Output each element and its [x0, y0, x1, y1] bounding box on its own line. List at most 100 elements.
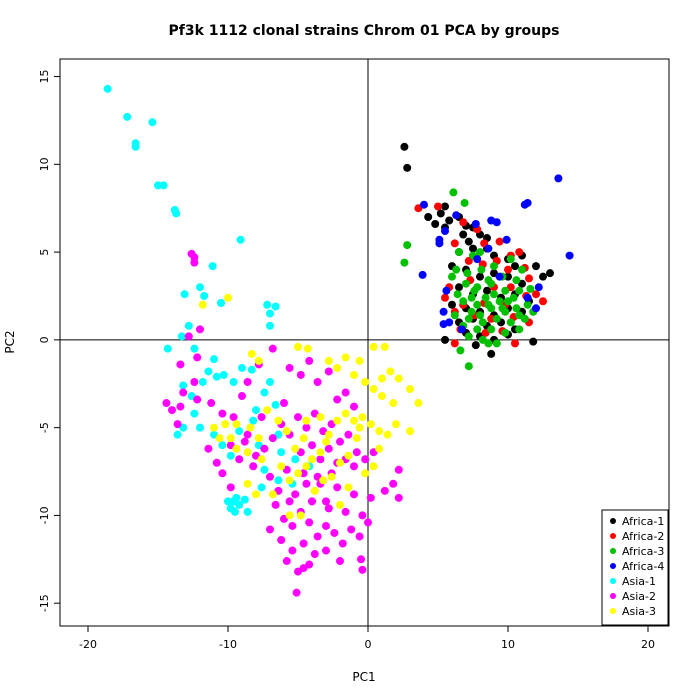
point-asia-2	[357, 555, 365, 564]
point-africa-4	[565, 251, 574, 260]
point-africa-1	[487, 349, 496, 358]
point-asia-2	[294, 413, 302, 422]
point-asia-2	[322, 497, 330, 506]
point-asia-3	[380, 342, 389, 351]
point-africa-3	[478, 318, 487, 327]
point-africa-3	[490, 290, 498, 299]
point-africa-4	[484, 244, 493, 253]
point-africa-1	[539, 272, 547, 281]
point-africa-1	[431, 220, 440, 229]
point-africa-3	[487, 279, 496, 288]
reference-lines	[60, 59, 669, 626]
point-asia-1	[236, 235, 245, 244]
point-asia-3	[333, 416, 342, 425]
point-asia-2	[260, 444, 269, 453]
point-asia-3	[243, 448, 252, 457]
point-africa-1	[448, 300, 456, 309]
point-africa-3	[484, 300, 493, 309]
point-asia-2	[333, 483, 342, 492]
point-africa-1	[511, 262, 519, 271]
point-asia-3	[308, 455, 316, 464]
point-asia-3	[263, 406, 272, 415]
point-asia-3	[352, 434, 361, 443]
point-asia-1	[229, 377, 238, 386]
point-asia-3	[285, 476, 294, 485]
point-asia-3	[243, 479, 252, 488]
point-asia-2	[350, 402, 358, 411]
point-africa-3	[460, 198, 469, 207]
point-africa-2	[515, 248, 524, 257]
point-africa-3	[506, 318, 515, 327]
point-asia-2	[302, 423, 311, 432]
point-africa-3	[506, 255, 515, 264]
legend-entry: Africa-3	[622, 545, 664, 558]
point-africa-2	[434, 202, 442, 211]
point-asia-2	[271, 500, 280, 509]
point-asia-1	[266, 309, 274, 318]
point-asia-2	[184, 332, 193, 341]
point-asia-2	[173, 420, 182, 429]
point-asia-1	[196, 423, 204, 432]
point-africa-3	[501, 286, 510, 295]
point-africa-2	[495, 237, 504, 246]
point-africa-4	[442, 286, 451, 295]
point-asia-2	[296, 370, 305, 379]
point-africa-1	[436, 209, 445, 218]
point-africa-3	[512, 276, 521, 285]
point-asia-3	[254, 434, 263, 443]
point-africa-1	[459, 230, 468, 239]
point-asia-3	[344, 483, 353, 492]
point-africa-1	[424, 212, 433, 221]
point-asia-2	[394, 493, 403, 502]
point-asia-1	[198, 377, 207, 386]
point-asia-3	[322, 437, 330, 446]
point-africa-3	[492, 314, 501, 323]
point-asia-1	[123, 112, 132, 121]
point-asia-2	[229, 413, 238, 422]
point-asia-3	[389, 399, 398, 408]
point-asia-1	[266, 321, 274, 330]
point-asia-3	[277, 462, 286, 471]
point-africa-3	[403, 241, 412, 250]
point-asia-3	[350, 370, 358, 379]
point-africa-2	[539, 297, 547, 306]
point-asia-3	[333, 363, 342, 372]
point-asia-1	[184, 321, 193, 330]
point-asia-2	[336, 557, 344, 566]
point-asia-3	[369, 385, 378, 394]
point-asia-2	[310, 550, 319, 559]
point-asia-2	[218, 469, 227, 478]
point-asia-3	[341, 353, 350, 362]
point-asia-2	[285, 363, 294, 372]
point-asia-3	[358, 413, 367, 422]
point-asia-3	[369, 462, 378, 471]
legend-marker	[610, 608, 616, 614]
point-africa-1	[455, 283, 463, 292]
legend-marker	[610, 548, 616, 554]
point-asia-1	[224, 497, 232, 506]
point-asia-3	[316, 448, 325, 457]
point-asia-3	[310, 486, 319, 495]
point-asia-1	[274, 476, 283, 485]
point-africa-3	[455, 248, 463, 257]
point-asia-2	[207, 399, 216, 408]
point-africa-4	[452, 211, 461, 220]
point-africa-2	[487, 314, 496, 323]
point-asia-1	[131, 142, 140, 151]
point-asia-2	[280, 399, 288, 408]
point-africa-3	[464, 332, 473, 341]
point-africa-2	[532, 290, 540, 299]
point-africa-2	[504, 265, 512, 274]
point-africa-3	[473, 300, 482, 309]
point-asia-2	[266, 472, 274, 481]
point-asia-3	[302, 462, 311, 471]
point-asia-2	[333, 395, 342, 404]
point-asia-2	[235, 455, 244, 464]
point-africa-3	[481, 293, 490, 302]
point-africa-4	[439, 320, 448, 329]
point-asia-2	[243, 377, 252, 386]
point-africa-2	[441, 293, 449, 302]
point-asia-2	[305, 356, 314, 365]
point-asia-1	[163, 344, 172, 353]
